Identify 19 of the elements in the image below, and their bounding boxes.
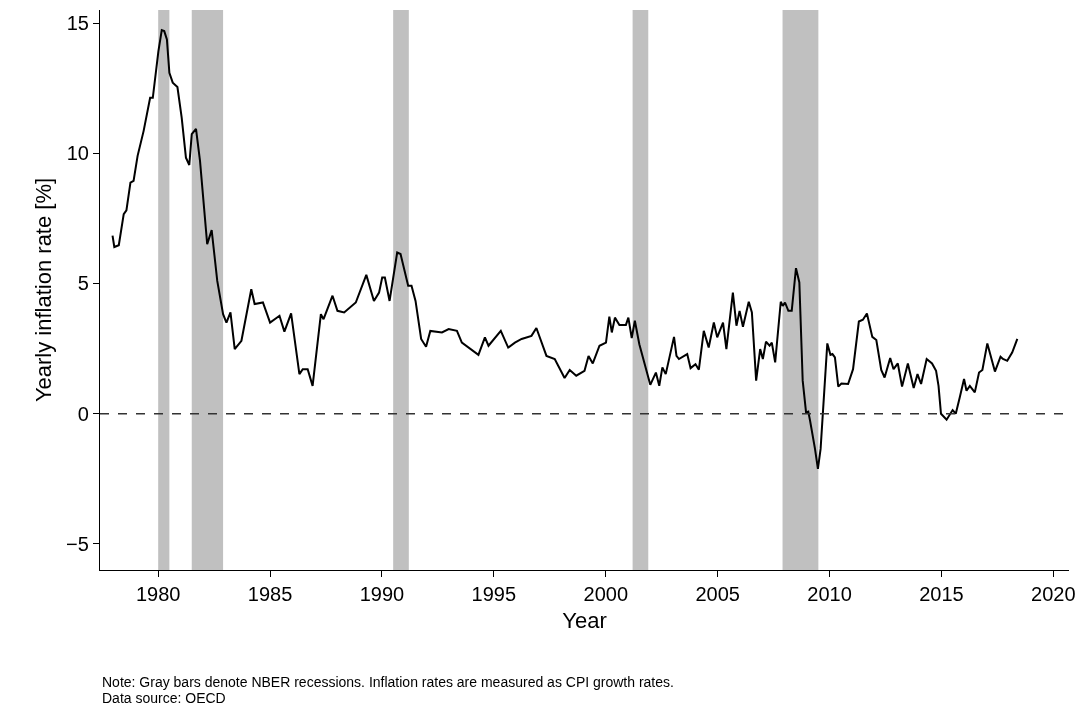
x-tick-label: 2000 <box>583 583 629 606</box>
x-tick-label: 1990 <box>359 583 405 606</box>
x-tick-label: 2010 <box>807 583 852 606</box>
x-tick-label: 2020 <box>1031 583 1076 606</box>
y-tick-label: 10 <box>66 142 89 165</box>
text: Note: Gray bars denote NBER recessions. Inflation rates are measured as CPI growth rates. <box>102 674 674 690</box>
y-tick-label: 0 <box>77 402 89 425</box>
x-tick-label: 1995 <box>471 583 517 606</box>
x-tick-label: 2015 <box>919 583 964 606</box>
x-tick-label: 2005 <box>695 583 740 606</box>
y-tick-label: −5 <box>66 532 89 555</box>
y-tick-label: 5 <box>77 272 89 295</box>
x-axis-title: Year <box>562 608 607 633</box>
source-note: Data source: OECD <box>102 690 226 706</box>
line-series <box>111 29 1019 470</box>
y-tick-label: 15 <box>66 12 89 35</box>
x-tick-label: 1980 <box>135 583 181 606</box>
x-tick-label: 1985 <box>247 583 293 606</box>
y-axis-title: Yearly inflation rate [%] <box>30 177 56 403</box>
